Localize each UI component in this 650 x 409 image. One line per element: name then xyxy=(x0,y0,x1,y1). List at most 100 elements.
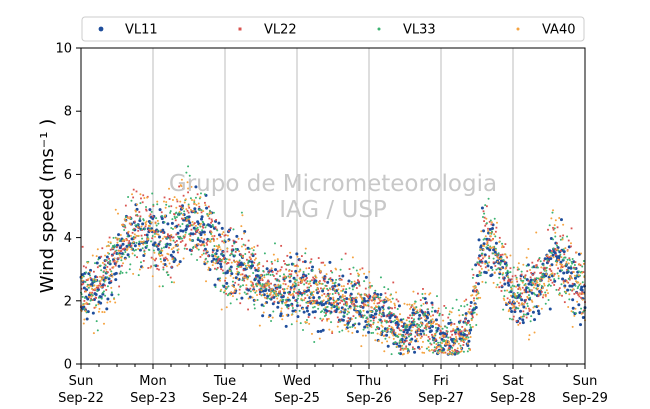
data-point xyxy=(104,294,107,297)
data-point xyxy=(507,283,511,287)
data-point xyxy=(284,277,287,280)
data-point xyxy=(173,215,176,218)
data-point xyxy=(405,345,408,348)
data-point xyxy=(567,306,570,309)
data-point xyxy=(217,233,221,237)
data-point xyxy=(349,294,351,297)
data-point xyxy=(124,258,127,261)
data-point xyxy=(215,249,219,253)
data-point xyxy=(548,274,551,277)
data-point xyxy=(490,247,493,250)
legend-marker xyxy=(98,26,104,32)
data-point xyxy=(311,265,315,269)
data-point xyxy=(193,201,196,204)
data-point xyxy=(94,287,97,290)
data-point xyxy=(461,325,464,328)
data-point xyxy=(580,307,583,310)
data-point xyxy=(242,269,245,272)
data-point xyxy=(479,296,482,299)
data-point xyxy=(186,248,188,250)
data-point xyxy=(367,296,369,298)
data-point xyxy=(308,286,311,289)
data-point xyxy=(120,256,123,259)
data-point xyxy=(557,267,559,270)
data-point xyxy=(343,303,345,306)
data-point xyxy=(367,320,370,323)
data-point xyxy=(456,350,459,353)
data-point xyxy=(313,301,316,304)
data-point xyxy=(506,297,509,300)
data-point xyxy=(559,235,562,238)
data-point xyxy=(215,268,218,271)
data-point xyxy=(247,297,250,300)
data-point xyxy=(493,233,496,236)
data-point xyxy=(163,196,166,199)
data-point xyxy=(516,294,519,297)
data-point xyxy=(185,216,188,219)
data-point xyxy=(203,238,206,241)
data-point xyxy=(510,281,512,284)
data-point xyxy=(448,342,451,345)
data-point xyxy=(108,236,111,239)
data-point xyxy=(538,293,541,296)
data-point xyxy=(199,233,203,237)
data-point xyxy=(355,296,358,299)
data-point xyxy=(160,247,163,250)
data-point xyxy=(321,319,323,322)
data-point xyxy=(469,305,472,308)
data-point xyxy=(436,327,440,331)
data-point xyxy=(517,262,520,265)
data-point xyxy=(231,280,234,283)
data-point xyxy=(374,328,377,331)
data-point xyxy=(576,287,579,290)
data-point xyxy=(490,221,493,224)
data-point xyxy=(393,314,396,317)
data-point xyxy=(136,213,139,216)
data-point xyxy=(271,270,274,273)
data-point xyxy=(165,271,168,274)
data-point xyxy=(368,298,371,301)
data-point xyxy=(196,229,198,232)
data-point xyxy=(164,214,167,217)
data-point xyxy=(530,271,533,274)
data-point xyxy=(206,212,209,215)
data-point xyxy=(357,292,360,295)
data-point xyxy=(81,273,85,277)
data-point xyxy=(109,241,112,244)
data-point xyxy=(133,254,136,257)
data-point xyxy=(499,263,502,266)
data-point xyxy=(440,330,442,333)
data-point xyxy=(272,295,276,299)
data-point xyxy=(85,266,87,269)
data-point xyxy=(573,274,576,277)
data-point xyxy=(292,283,295,286)
data-point xyxy=(494,230,497,233)
data-point xyxy=(439,325,442,328)
data-point xyxy=(119,234,122,237)
data-point xyxy=(82,265,85,268)
data-point xyxy=(439,345,442,348)
data-point xyxy=(174,226,177,229)
data-point xyxy=(551,281,554,284)
data-point xyxy=(405,319,408,322)
data-point xyxy=(106,285,109,288)
data-point xyxy=(192,209,195,212)
data-point xyxy=(418,329,421,332)
data-point xyxy=(369,319,372,322)
data-point xyxy=(459,330,461,333)
data-point xyxy=(386,328,389,331)
data-point xyxy=(189,197,192,200)
data-point xyxy=(184,244,187,247)
data-point xyxy=(180,178,183,181)
data-point xyxy=(160,254,163,257)
data-point xyxy=(221,253,224,256)
data-point xyxy=(471,314,474,317)
data-point xyxy=(194,185,198,189)
data-point xyxy=(328,299,331,302)
data-point xyxy=(498,272,502,276)
data-point xyxy=(361,267,364,270)
data-point xyxy=(151,215,154,218)
data-point xyxy=(537,277,540,280)
data-point xyxy=(522,313,525,316)
data-point xyxy=(213,245,216,248)
